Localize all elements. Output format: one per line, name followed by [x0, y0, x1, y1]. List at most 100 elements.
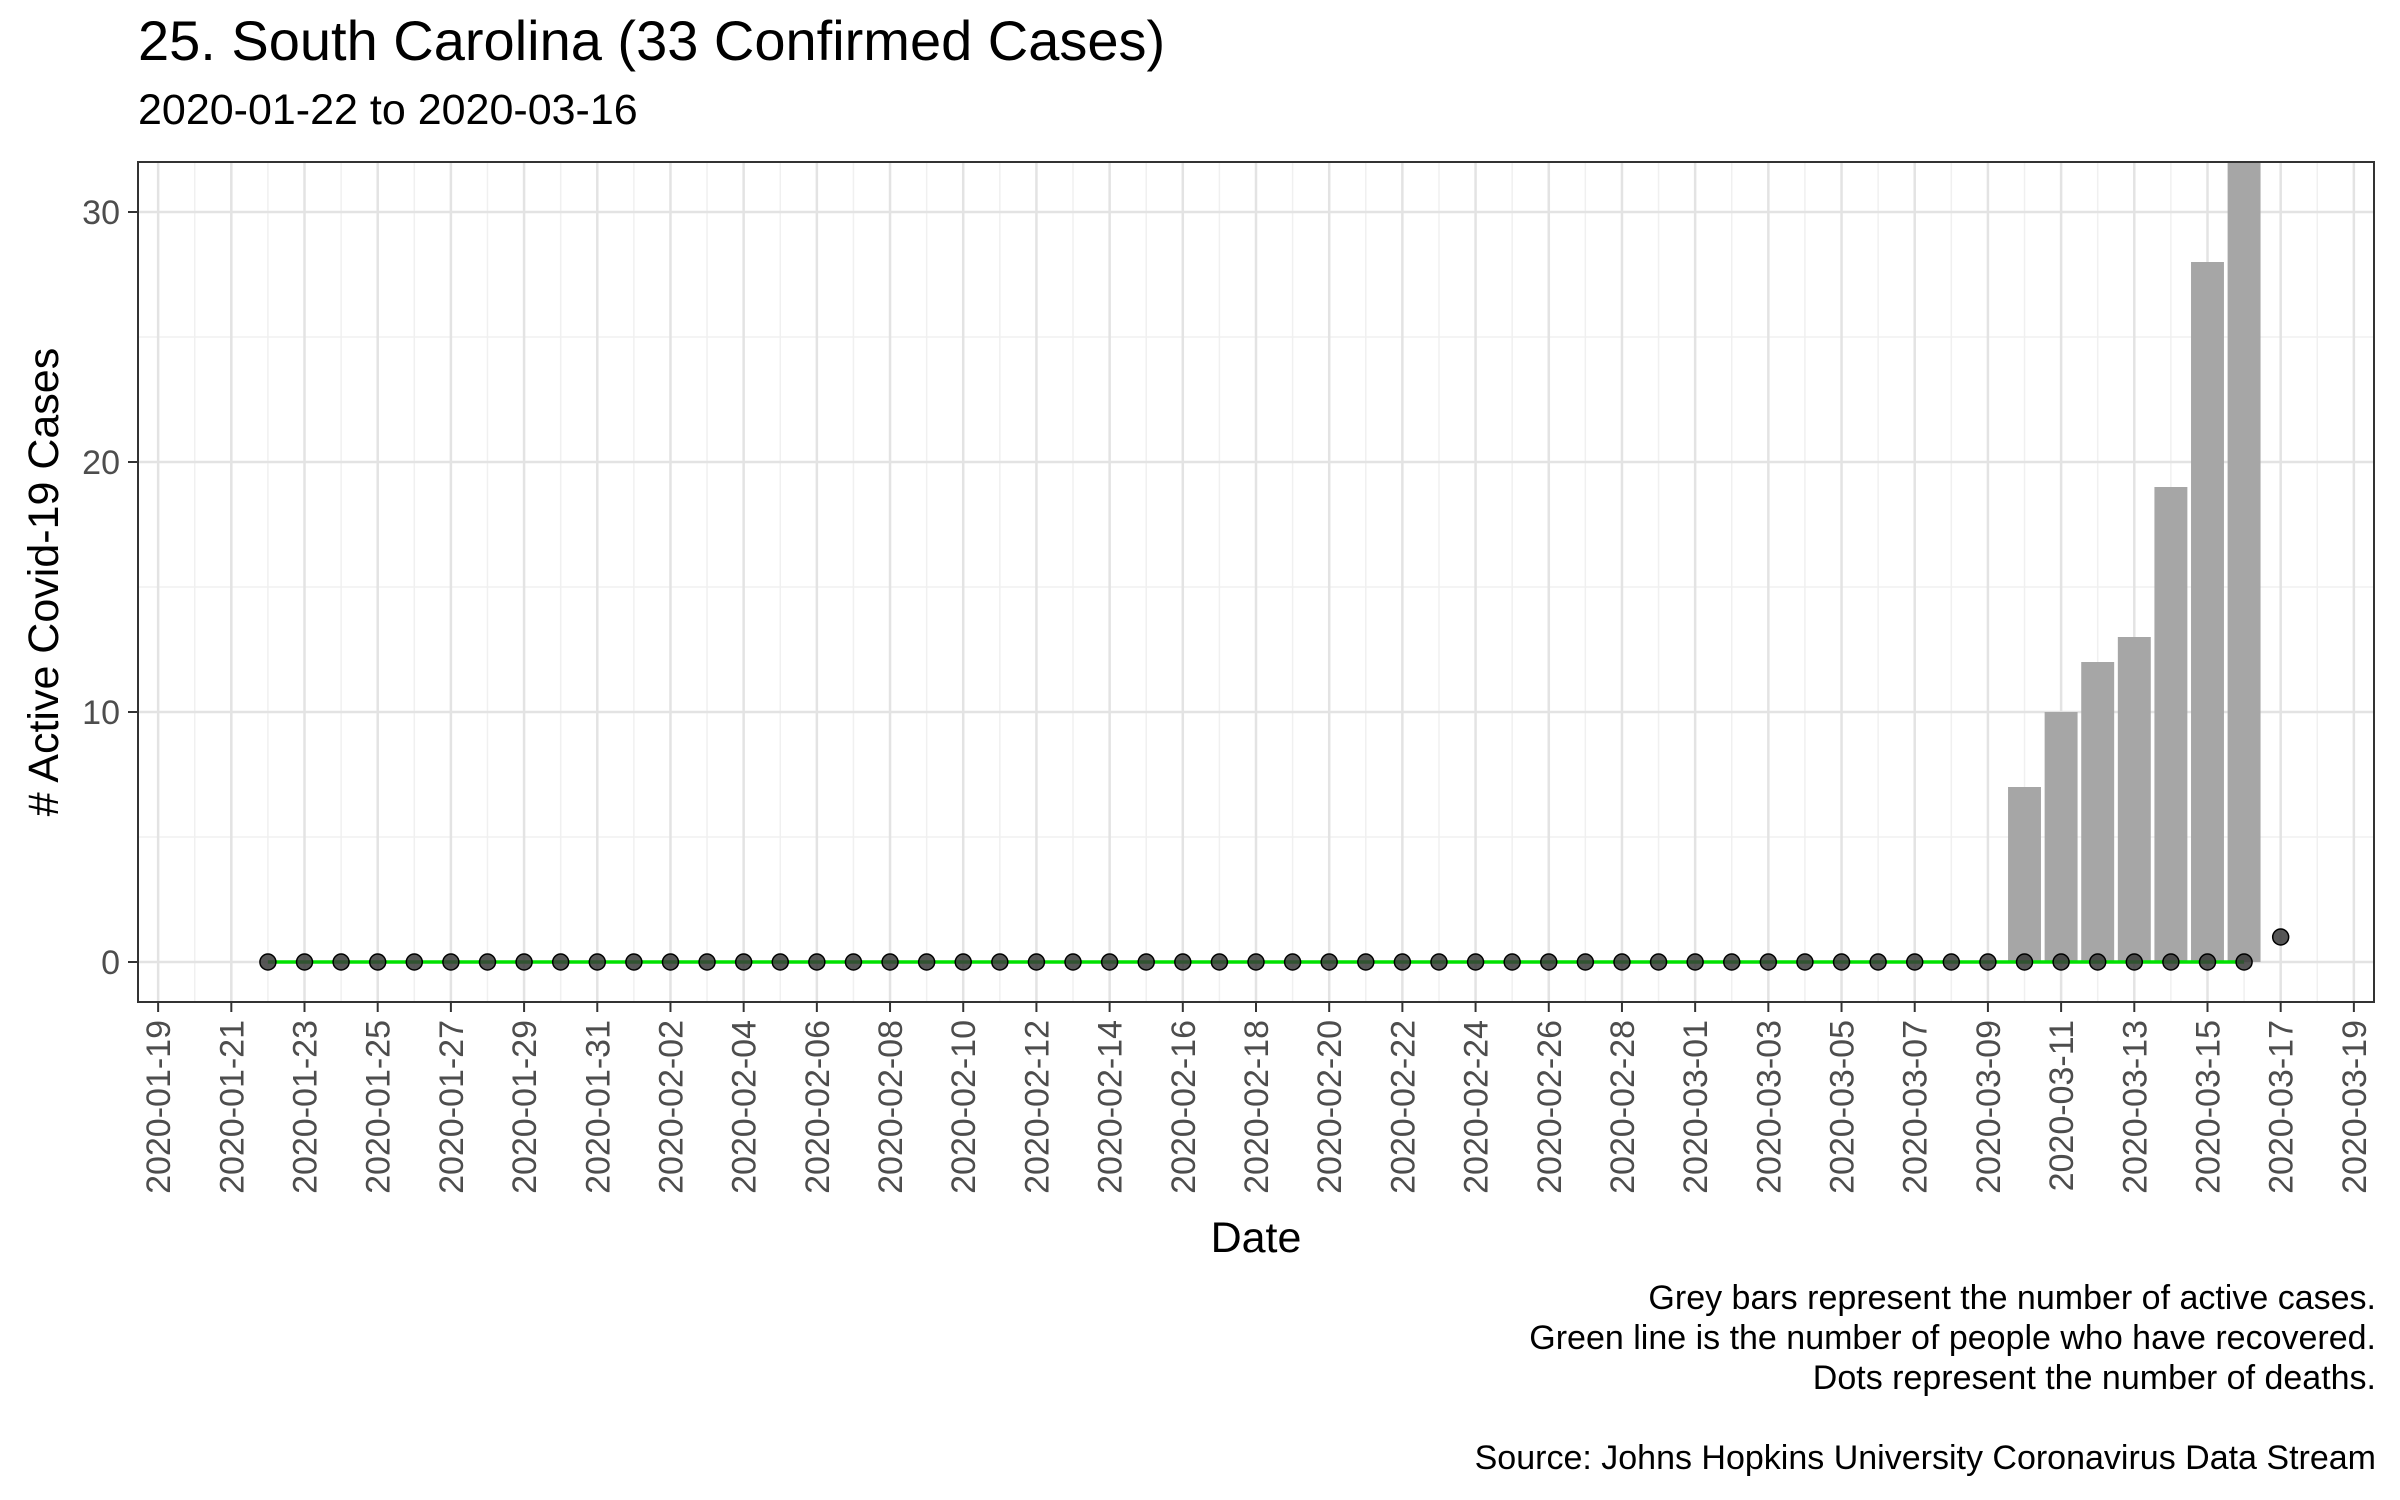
death-dot: [1283, 953, 1302, 971]
death-dot: [1613, 953, 1631, 971]
death-dot: [2088, 953, 2107, 971]
x-tick-label: 2020-03-07: [1897, 1020, 1935, 1194]
death-dot: [2198, 953, 2217, 971]
death-dot: [2125, 953, 2144, 971]
death-dot: [1320, 953, 1338, 971]
death-dot: [515, 953, 533, 971]
death-dot: [588, 953, 607, 971]
active-cases-bar: [2044, 712, 2078, 962]
death-dot: [771, 953, 790, 971]
x-axis: 2020-01-19 2020-01-21 2020-01-23 2020-01-25…: [140, 1002, 2374, 1194]
active-cases-bar: [2191, 262, 2224, 962]
y-axis-title: # Active Covid-19 Cases: [20, 348, 68, 816]
x-tick-label: 2020-03-17: [2263, 1020, 2301, 1194]
y-axis: 0 10 20 30: [82, 194, 138, 982]
x-tick-label: 2020-03-13: [2116, 1020, 2154, 1194]
death-dot: [1027, 953, 1046, 971]
x-tick-label: 2020-02-24: [1458, 1020, 1496, 1194]
y-tick-label: 20: [82, 444, 120, 482]
active-cases-bar: [2117, 637, 2151, 962]
caption-line-bars: Grey bars represent the number of active…: [1648, 1279, 2376, 1317]
x-tick-label: 2020-03-09: [1970, 1020, 2008, 1194]
death-dot: [1100, 953, 1119, 971]
x-tick-label: 2020-02-22: [1384, 1020, 1422, 1194]
x-tick-label: 2020-02-10: [945, 1020, 983, 1194]
caption-line-deaths: Dots represent the number of deaths.: [1812, 1359, 2376, 1397]
chart-subtitle: 2020-01-22 to 2020-03-16: [138, 86, 638, 134]
death-dot: [1393, 953, 1412, 971]
death-dot: [1832, 953, 1851, 971]
death-dot: [1942, 953, 1961, 971]
x-tick-label: 2020-03-01: [1677, 1020, 1715, 1194]
x-tick-label: 2020-01-27: [433, 1020, 471, 1194]
death-dot: [259, 953, 277, 971]
death-dot: [808, 953, 826, 971]
death-dot: [2235, 953, 2253, 971]
death-dot: [734, 953, 753, 971]
death-dot: [442, 953, 460, 971]
death-dot: [1796, 953, 1814, 971]
x-tick-label: 2020-01-25: [360, 1020, 398, 1194]
death-dot: [881, 953, 899, 971]
x-tick-label: 2020-02-20: [1311, 1020, 1349, 1194]
x-tick-label: 2020-03-11: [2043, 1020, 2081, 1191]
death-dot: [295, 953, 314, 971]
x-tick-label: 2020-01-29: [506, 1020, 544, 1194]
death-dot: [1466, 953, 1485, 971]
death-dot: [661, 953, 680, 971]
death-dot: [1137, 953, 1155, 971]
death-dot: [1979, 953, 1997, 971]
death-dot: [954, 953, 972, 971]
death-dot: [991, 953, 1009, 971]
x-tick-label: 2020-03-19: [2336, 1020, 2374, 1194]
dot-series: [259, 928, 2290, 971]
x-tick-label: 2020-03-15: [2189, 1020, 2227, 1194]
death-dot: [917, 953, 936, 971]
death-dot: [2271, 928, 2290, 946]
x-tick-label: 2020-01-31: [579, 1020, 617, 1194]
death-dot: [625, 953, 643, 971]
death-dot: [551, 953, 570, 971]
x-tick-label: 2020-02-16: [1165, 1020, 1203, 1194]
y-tick-label: 30: [82, 194, 120, 232]
x-tick-label: 2020-02-18: [1238, 1020, 1276, 1194]
x-tick-label: 2020-02-02: [652, 1020, 690, 1194]
x-tick-label: 2020-02-06: [799, 1020, 837, 1194]
death-dot: [1503, 953, 1521, 971]
death-dot: [844, 953, 863, 971]
x-tick-label: 2020-02-26: [1531, 1020, 1569, 1194]
x-tick-label: 2020-01-19: [140, 1020, 178, 1194]
death-dot: [1247, 953, 1265, 971]
bar-series: [2008, 162, 2261, 962]
y-tick-label: 0: [101, 944, 120, 982]
death-dot: [1430, 953, 1448, 971]
active-cases-bar: [2081, 662, 2115, 962]
x-tick-label: 2020-02-04: [726, 1020, 764, 1194]
x-tick-label: 2020-02-12: [1018, 1020, 1056, 1194]
x-tick-label: 2020-02-14: [1092, 1020, 1130, 1194]
death-dot: [1686, 953, 1704, 971]
caption-line-recovered: Green line is the number of people who h…: [1529, 1319, 2376, 1357]
x-tick-label: 2020-01-21: [213, 1020, 251, 1194]
chart-title: 25. South Carolina (33 Confirmed Cases): [138, 9, 1166, 72]
x-tick-label: 2020-02-28: [1604, 1020, 1642, 1194]
death-dot: [368, 953, 387, 971]
death-dot: [2052, 953, 2070, 971]
death-dot: [2015, 953, 2034, 971]
x-tick-label: 2020-02-08: [872, 1020, 910, 1194]
death-dot: [405, 953, 424, 971]
death-dot: [1869, 953, 1887, 971]
chart-caption: Grey bars represent the number of active…: [1475, 1278, 2376, 1478]
death-dot: [332, 953, 350, 971]
x-axis-title: Date: [1211, 1214, 1302, 1262]
x-tick-label: 2020-01-23: [287, 1020, 325, 1194]
caption-source: Source: Johns Hopkins University Coronav…: [1474, 1439, 2376, 1477]
x-tick-label: 2020-03-05: [1824, 1020, 1862, 1194]
x-tick-label: 2020-03-03: [1750, 1020, 1788, 1194]
death-dot: [1576, 953, 1595, 971]
active-cases-bar: [2154, 487, 2188, 962]
death-dot: [1759, 953, 1778, 971]
y-tick-label: 10: [82, 694, 120, 732]
death-dot: [478, 953, 497, 971]
